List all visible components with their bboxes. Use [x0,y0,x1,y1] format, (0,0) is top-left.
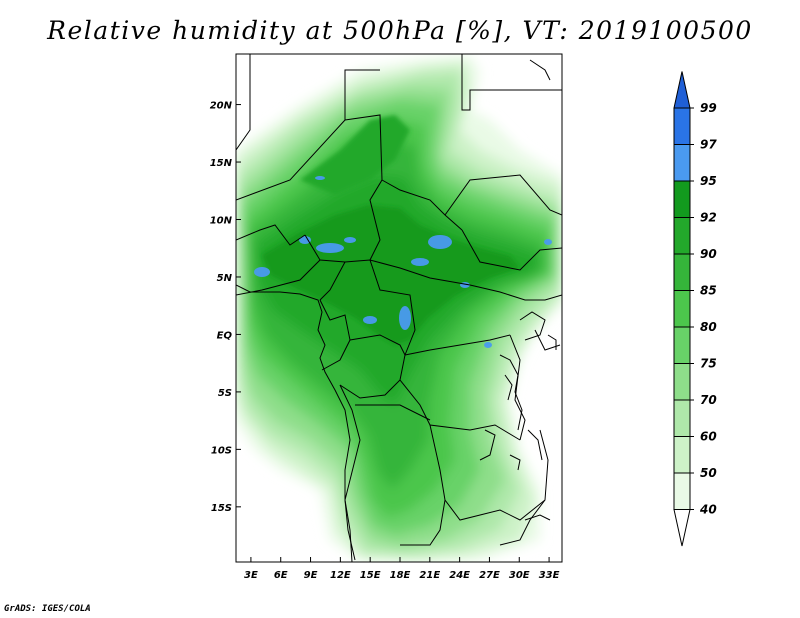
colorbar-label: 40 [699,503,717,517]
latitude-axis: 20N 15N 10N 5N EQ 5S 10S 15S [210,101,241,514]
lon-tick-label: 18E [390,570,411,581]
colorbar-label: 75 [700,357,717,371]
rh-92-region [262,205,520,345]
colorbar-label: 85 [700,284,717,298]
colorbar-label: 80 [700,320,717,334]
lon-tick-label: 12E [330,570,351,581]
colorbar-label: 50 [700,466,717,480]
colorbar-label: 92 [700,211,717,225]
longitude-axis: 3E 6E 9E 12E 15E 18E 21E 24E 27E 30E 33E [244,557,560,581]
colorbar-swatch [673,180,691,218]
colorbar-swatch [673,107,691,145]
colorbar: 99 97 95 92 90 85 80 75 70 60 50 40 [673,71,717,547]
colorbar-label: 90 [700,247,717,261]
lon-tick-label: 33E [539,570,560,581]
map-title: Relative humidity at 500hPa [%], VT: 201… [47,16,753,45]
lon-tick-label: 3E [244,570,258,581]
lat-tick-label: 15S [211,503,232,514]
rh-92-north-band [300,115,410,195]
colorbar-label: 95 [700,174,717,188]
colorbar-swatch [673,217,691,255]
colorbar-swatch [673,326,691,364]
map-frame [235,53,563,563]
humidity-field [236,54,562,562]
colorbar-swatch [673,399,691,437]
lat-tick-label: 15N [210,158,233,169]
lat-tick-label: 10S [211,445,232,456]
rh-95-patches [254,176,552,348]
lon-tick-label: 24E [449,570,470,581]
colorbar-swatch [673,436,691,474]
lat-tick-label: 20N [210,101,233,112]
grads-credit: GrADS: IGES/COLA [4,604,91,614]
lon-tick-label: 21E [419,570,440,581]
lon-tick-label: 30E [509,570,530,581]
colorbar-swatch [673,290,691,328]
colorbar-swatch [673,363,691,401]
colorbar-label: 60 [700,430,717,444]
colorbar-swatch [673,472,691,510]
colorbar-label: 70 [700,393,717,407]
lon-tick-label: 6E [274,570,288,581]
colorbar-swatch [673,144,691,182]
lat-tick-label: EQ [217,330,233,341]
lon-tick-label: 27E [479,570,500,581]
colorbar-label: 97 [700,138,717,152]
lon-tick-label: 9E [304,570,318,581]
lat-tick-label: 10N [210,216,233,227]
lat-tick-label: 5S [218,388,232,399]
colorbar-swatch [673,253,691,291]
coastline-and-lakes [236,59,557,562]
colorbar-label: 99 [700,101,717,115]
country-boundaries [236,54,562,561]
lon-tick-label: 15E [360,570,381,581]
lat-tick-label: 5N [217,273,233,284]
colorbar-swatch [673,71,691,109]
colorbar-swatch [673,509,691,547]
